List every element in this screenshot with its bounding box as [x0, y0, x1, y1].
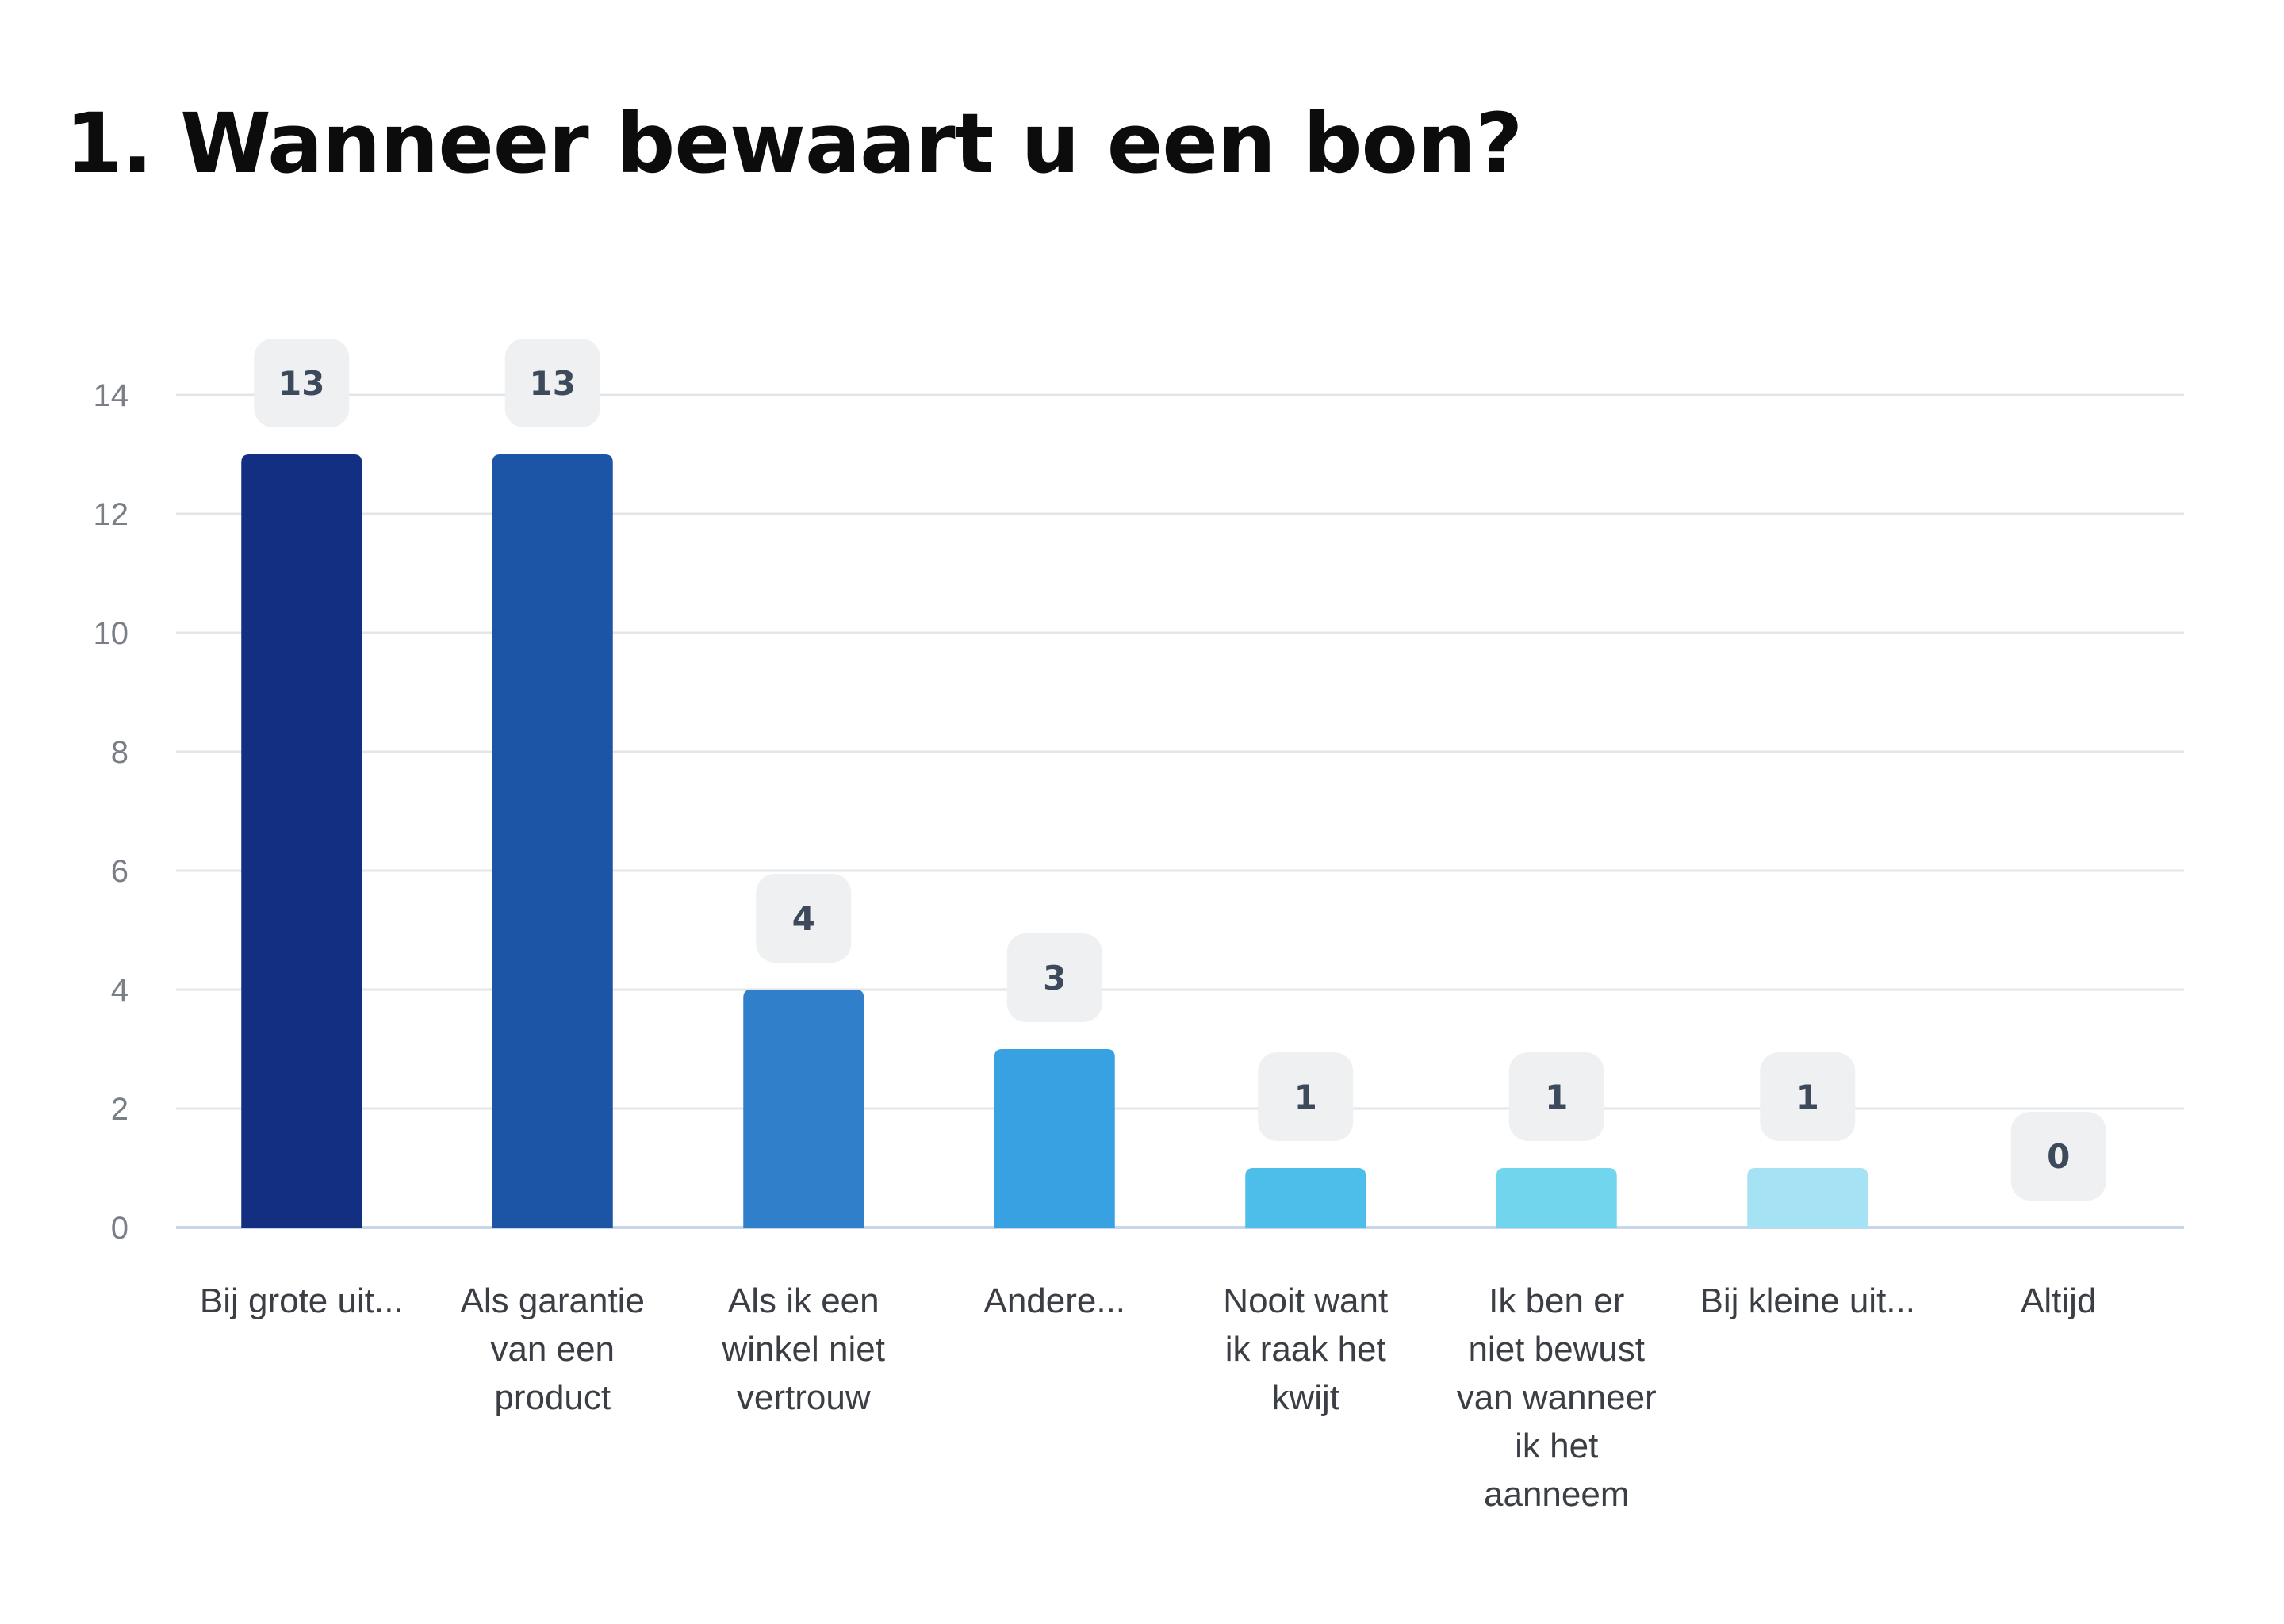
x-category-label-line: Andere... — [983, 1281, 1125, 1320]
data-label: 13 — [254, 339, 350, 427]
x-category-label-line: aanneem — [1484, 1475, 1629, 1514]
data-label-background — [756, 874, 852, 963]
x-category-label-line: Altijd — [2021, 1281, 2096, 1320]
x-axis-category-labels: Bij grote uit... Als garantie van een produ… — [200, 1281, 2097, 1514]
data-label-value: 1 — [1545, 1078, 1568, 1116]
x-category-label-line: ik het — [1515, 1427, 1598, 1465]
bar — [1496, 1168, 1617, 1228]
data-label: 0 — [2010, 1112, 2106, 1201]
data-label-value: 3 — [1043, 959, 1066, 998]
y-tick-label: 4 — [111, 973, 128, 1008]
data-label-value: 4 — [792, 899, 815, 938]
data-label: 1 — [1760, 1052, 1856, 1141]
x-category-label-line: Nooit want — [1223, 1281, 1388, 1320]
x-category-label: Altijd — [2021, 1281, 2096, 1320]
bar — [1747, 1168, 1868, 1228]
y-axis-ticks: 0 2 4 6 8 10 12 14 — [94, 378, 129, 1246]
data-label-background — [1508, 1052, 1604, 1141]
data-label: 4 — [756, 874, 852, 963]
page-title: 1. Wanneer bewaart u een bon? — [65, 95, 1523, 192]
x-category-label-line: product — [494, 1378, 611, 1417]
x-category-label: Nooit want ik raak het kwijt — [1223, 1281, 1388, 1417]
data-label-background — [1760, 1052, 1856, 1141]
data-label: 1 — [1508, 1052, 1604, 1141]
data-label-background — [2010, 1112, 2106, 1201]
x-category-label: Bij kleine uit... — [1700, 1281, 1915, 1320]
y-tick-label: 2 — [111, 1092, 128, 1127]
x-category-label-line: Bij kleine uit... — [1700, 1281, 1915, 1320]
bar — [743, 990, 864, 1228]
bars — [241, 454, 1868, 1228]
x-category-label-line: niet bewust — [1468, 1330, 1645, 1369]
y-tick-label: 6 — [111, 854, 128, 889]
data-label-background — [1006, 933, 1102, 1022]
gridlines — [176, 393, 2184, 1229]
data-label-value: 0 — [2047, 1137, 2070, 1176]
data-label-background — [1258, 1052, 1354, 1141]
data-label-value: 13 — [530, 364, 576, 403]
x-category-label-line: van wanneer — [1457, 1378, 1657, 1417]
bar — [492, 454, 613, 1228]
data-label-background — [254, 339, 350, 427]
x-category-label: Bij grote uit... — [200, 1281, 404, 1320]
x-category-label-line: kwijt — [1271, 1378, 1339, 1417]
data-label: 1 — [1258, 1052, 1354, 1141]
y-tick-label: 14 — [94, 378, 129, 413]
x-category-label-line: Als ik een — [728, 1281, 879, 1320]
x-category-label-line: vertrouw — [737, 1378, 871, 1417]
x-category-label: Ik ben er niet bewust van wanneer ik het aan… — [1457, 1281, 1657, 1514]
y-tick-label: 0 — [111, 1211, 128, 1246]
x-category-label-line: van een — [490, 1330, 615, 1369]
y-tick-label: 8 — [111, 735, 128, 770]
x-category-label: Als ik een winkel niet vertrouw — [722, 1281, 885, 1417]
data-label: 3 — [1006, 933, 1102, 1022]
bar — [241, 454, 362, 1228]
data-label: 13 — [504, 339, 600, 427]
x-category-label-line: ik raak het — [1225, 1330, 1386, 1369]
y-tick-label: 10 — [94, 616, 129, 651]
data-label-value: 1 — [1294, 1078, 1317, 1116]
data-labels: 13 13 4 3 1 1 1 0 — [254, 339, 2106, 1201]
data-label-value: 13 — [278, 364, 324, 403]
x-category-label-line: Bij grote uit... — [200, 1281, 404, 1320]
x-category-label: Als garantie van een product — [461, 1281, 645, 1417]
x-category-label-line: Als garantie — [461, 1281, 645, 1320]
data-label-value: 1 — [1796, 1078, 1819, 1116]
bar — [994, 1049, 1115, 1228]
x-category-label-line: Ik ben er — [1489, 1281, 1624, 1320]
data-label-background — [504, 339, 600, 427]
y-tick-label: 12 — [94, 497, 129, 532]
bar — [1245, 1168, 1366, 1228]
x-category-label: Andere... — [983, 1281, 1125, 1320]
x-category-label-line: winkel niet — [722, 1330, 885, 1369]
